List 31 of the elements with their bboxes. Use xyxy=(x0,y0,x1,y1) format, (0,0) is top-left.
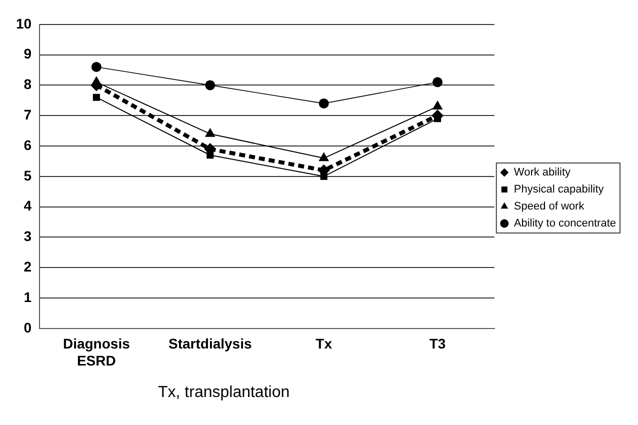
legend-label: Work ability xyxy=(514,166,572,179)
point xyxy=(204,128,216,137)
point xyxy=(318,98,329,108)
point xyxy=(91,62,102,72)
y-tick-label: 6 xyxy=(24,136,32,153)
y-tick-label: 8 xyxy=(24,76,32,92)
y-tick-label: 0 xyxy=(24,319,32,336)
y-tick-label: 10 xyxy=(16,15,32,32)
point xyxy=(91,76,102,86)
y-tick-label: 4 xyxy=(24,198,32,214)
point xyxy=(432,100,443,110)
x-tick-label: T3 xyxy=(429,336,446,352)
y-tick-label: 2 xyxy=(24,258,32,274)
point xyxy=(92,94,100,101)
legend-label: Speed of work xyxy=(514,200,585,213)
y-tick-label: 1 xyxy=(24,288,32,305)
x-tick-label: Startdialysis xyxy=(168,336,252,352)
y-tick-label: 5 xyxy=(24,167,32,184)
point xyxy=(206,152,214,159)
point xyxy=(320,172,328,180)
point xyxy=(432,77,443,88)
legend-label: Physical capability xyxy=(514,184,604,196)
x-tick-label: Tx xyxy=(316,336,332,352)
point xyxy=(205,80,216,90)
y-tick-label: 7 xyxy=(24,106,32,122)
legend-label: Ability to concentrate xyxy=(514,218,616,230)
x-tick-label: Diagnosis ESRD xyxy=(62,336,130,368)
y-tick-label: 9 xyxy=(24,46,32,62)
y-tick-label: 3 xyxy=(24,228,32,244)
text: Tx, transplantation xyxy=(158,384,291,402)
point xyxy=(318,152,330,162)
